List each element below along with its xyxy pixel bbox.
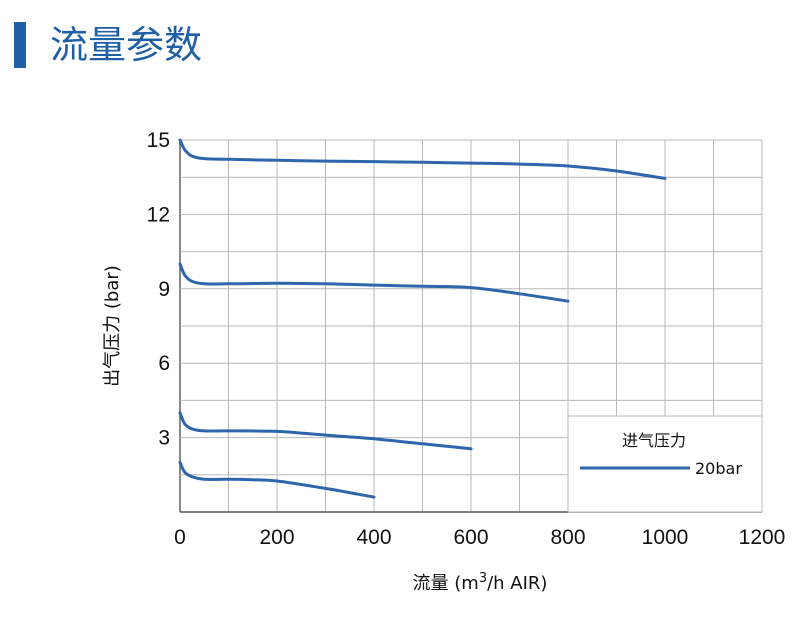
x-tick-label: 400 — [356, 526, 391, 549]
series-line-4 — [178, 460, 376, 499]
series-line-3 — [178, 411, 473, 451]
y-tick-label: 15 — [147, 129, 170, 152]
x-tick-label: 0 — [174, 526, 186, 549]
y-axis-label: 出气压力 (bar) — [102, 265, 123, 387]
x-tick-label: 1000 — [642, 526, 689, 549]
page-title: 流量参数 — [50, 23, 203, 67]
y-tick-label: 12 — [147, 203, 170, 226]
legend-entry-20bar: 20bar — [695, 459, 742, 478]
legend-title: 进气压力 — [622, 431, 686, 450]
x-tick-label: 800 — [550, 526, 585, 549]
x-tick-label: 600 — [453, 526, 488, 549]
series-layer — [178, 138, 667, 499]
series-line-2 — [178, 262, 570, 303]
x-axis-label: 流量 (m3/h AIR) — [413, 571, 548, 594]
y-tick-label: 9 — [158, 278, 170, 301]
title-accent-bar — [14, 22, 26, 68]
legend: 进气压力 20bar — [567, 415, 763, 513]
y-tick-label: 3 — [158, 427, 170, 450]
x-tick-label: 1200 — [739, 526, 786, 549]
series-line-1 — [178, 138, 667, 180]
x-tick-labels: 0 200 400 600 800 1000 1200 — [174, 526, 785, 549]
legend-box — [567, 415, 763, 513]
x-tick-label: 200 — [259, 526, 294, 549]
y-tick-label: 6 — [158, 352, 170, 375]
y-tick-labels: 3 6 9 12 15 — [147, 129, 170, 450]
